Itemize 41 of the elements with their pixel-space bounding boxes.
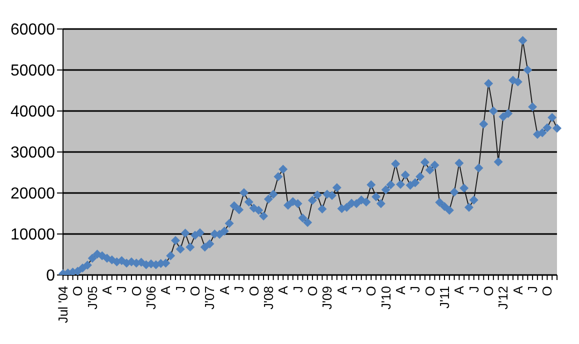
x-tick-label: O: [128, 286, 144, 296]
y-tick-label: 20000: [10, 186, 56, 203]
x-tick-label: O: [481, 286, 496, 296]
x-tick-label: A: [158, 286, 174, 295]
x-tick-label: J'12: [496, 286, 511, 310]
x-tick-label: A: [276, 286, 291, 295]
x-tick-label: O: [364, 286, 379, 296]
x-tick-label: J: [232, 286, 247, 292]
x-tick-label: J'09: [320, 286, 335, 310]
x-tick-label: J: [114, 286, 130, 292]
y-tick-label: 40000: [10, 104, 56, 121]
x-tick-label: J'05: [84, 286, 100, 310]
x-tick-label: A: [334, 286, 350, 295]
x-tick-label: O: [246, 286, 262, 296]
x-tick-label: A: [392, 286, 408, 295]
x-tick-label: J'07: [202, 286, 218, 310]
x-tick-label: A: [452, 286, 467, 295]
y-tick-label: 60000: [10, 22, 56, 39]
x-tick-label: J: [348, 286, 364, 292]
y-tick-label: 10000: [10, 226, 56, 244]
x-tick-label: J'08: [260, 286, 276, 310]
x-tick-label: J'11: [437, 286, 452, 308]
y-tick-label: 0: [46, 268, 56, 285]
x-tick-label: A: [510, 286, 526, 295]
x-tick-label: J: [466, 286, 482, 292]
x-tick-label: O: [422, 286, 438, 296]
y-tick-label: 50000: [10, 62, 56, 80]
x-tick-label: O: [540, 286, 555, 296]
x-tick-label: J'10: [378, 286, 394, 310]
x-tick-label: A: [216, 286, 232, 295]
x-tick-label: A: [100, 286, 115, 295]
x-tick-label: Jul '04: [56, 286, 70, 324]
x-tick-label: J'06: [144, 286, 159, 310]
x-tick-label: J: [408, 286, 423, 292]
x-tick-label: O: [70, 286, 86, 296]
x-tick-label: O: [304, 286, 320, 296]
x-tick-label: J: [525, 286, 540, 292]
x-tick-label: O: [188, 286, 203, 296]
x-tick-label: J: [290, 286, 306, 292]
x-tick-label: J: [172, 286, 188, 292]
y-tick-label: 30000: [10, 144, 56, 162]
